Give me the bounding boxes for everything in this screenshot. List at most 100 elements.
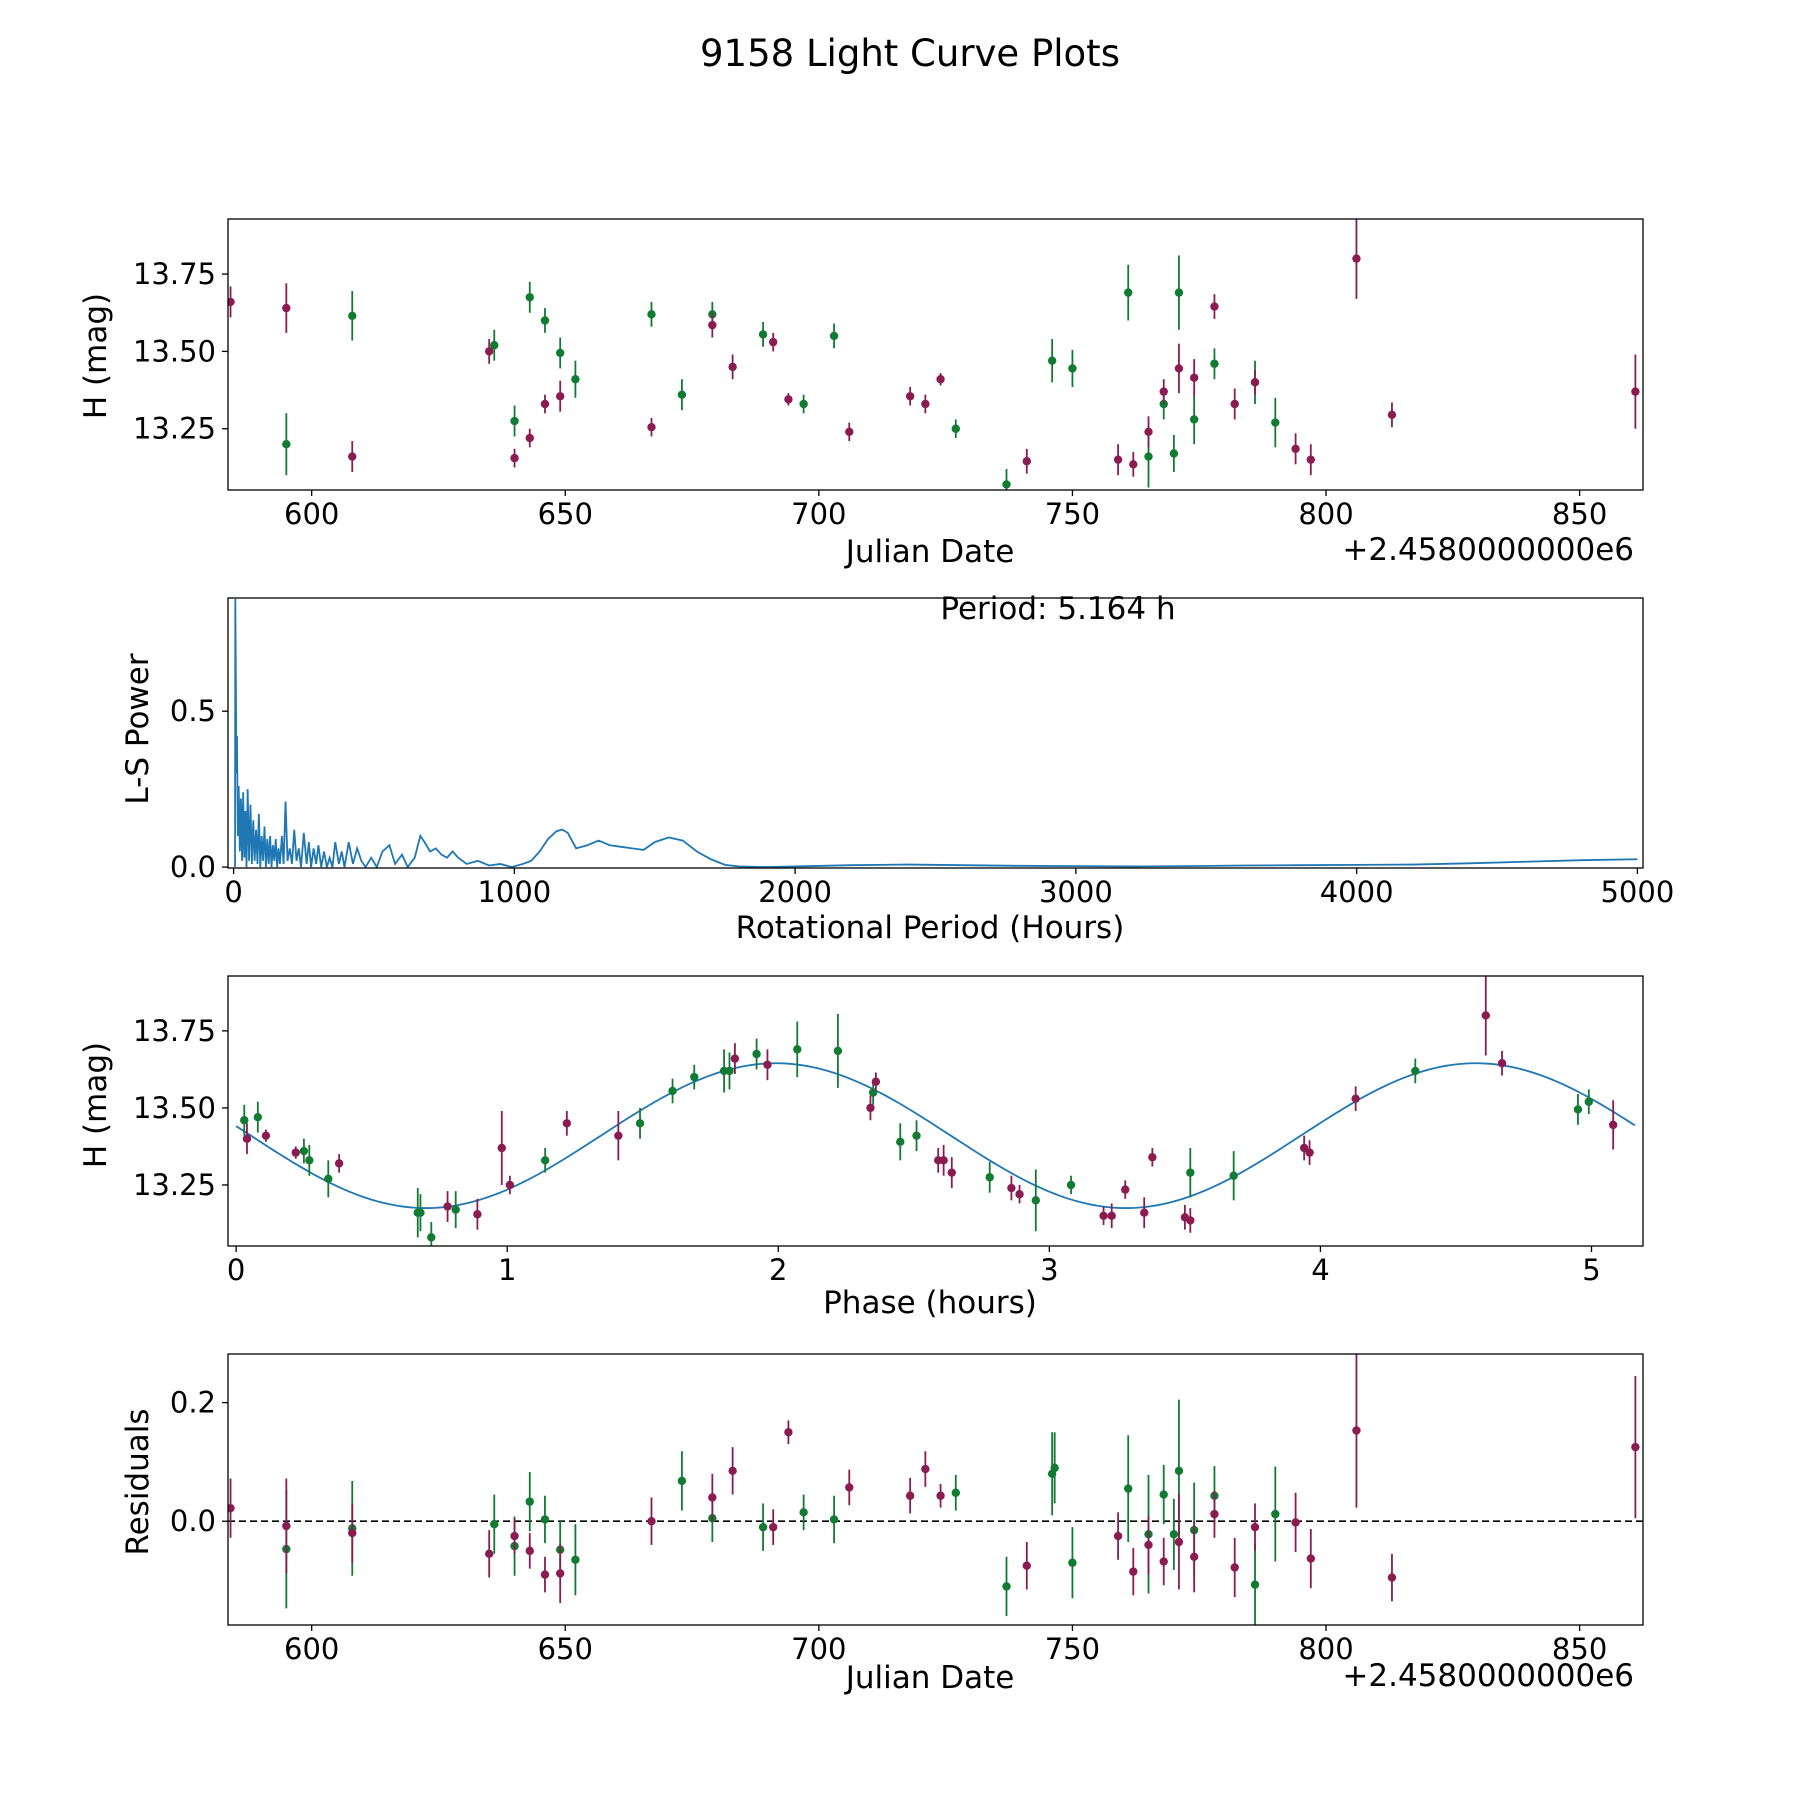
phased-point-green xyxy=(1229,1171,1238,1180)
lightcurve-point-purple xyxy=(510,453,519,463)
lightcurve-point-purple xyxy=(484,347,494,356)
lightcurve-point-purple xyxy=(540,399,550,409)
residuals-point-purple xyxy=(1230,1563,1239,1572)
lightcurve-axes-frame xyxy=(227,218,1644,491)
residuals-point-purple xyxy=(647,1517,656,1526)
lightcurve-offset-text: +2.4580000000e6 xyxy=(1342,532,1634,568)
lightcurve-point-green xyxy=(490,341,499,350)
periodogram-ytick-label: 0.0 xyxy=(170,850,216,884)
lightcurve-point-purple xyxy=(1022,457,1031,466)
phased-point-purple xyxy=(1140,1208,1149,1217)
phased-point-purple xyxy=(730,1054,740,1063)
phased-point-purple xyxy=(1186,1216,1195,1225)
periodogram-panel: Rotational Period (Hours) L-S Power Peri… xyxy=(120,591,1674,946)
phased-point-purple xyxy=(443,1202,452,1211)
residuals-xtick-label: 750 xyxy=(1045,1632,1100,1666)
lightcurve-point-green xyxy=(647,310,656,319)
residuals-plot-area xyxy=(228,1354,1643,1625)
periodogram-xlabel: Rotational Period (Hours) xyxy=(736,910,1125,946)
phased-point-green xyxy=(1066,1180,1076,1190)
phased-point-green xyxy=(299,1146,309,1156)
residuals-point-green xyxy=(829,1515,839,1524)
lightcurve-point-purple xyxy=(1230,399,1239,409)
lightcurve-ytick-label: 13.50 xyxy=(133,334,216,368)
residuals-ytick-label: 0.0 xyxy=(170,1504,216,1538)
lightcurve-point-green xyxy=(540,316,550,325)
period-annotation: Period: 5.164 h xyxy=(940,591,1175,627)
residuals-point-purple xyxy=(525,1546,534,1556)
lightcurve-xlabel: Julian Date xyxy=(844,534,1015,570)
residuals-offset-text: +2.4580000000e6 xyxy=(1342,1658,1634,1694)
phased-point-green xyxy=(752,1049,761,1059)
lightcurve-point-green xyxy=(1169,449,1179,458)
phased-point-green xyxy=(793,1045,802,1054)
residuals-point-purple xyxy=(1250,1522,1260,1532)
phased-point-purple xyxy=(291,1148,300,1157)
residuals-point-purple xyxy=(1210,1509,1219,1519)
residuals-point-purple xyxy=(510,1531,519,1541)
residuals-point-purple xyxy=(784,1428,793,1437)
phased-point-purple xyxy=(763,1060,772,1069)
residuals-point-purple xyxy=(936,1491,945,1500)
phased-point-green xyxy=(305,1156,314,1165)
residuals-point-purple xyxy=(769,1522,778,1532)
lightcurve-point-green xyxy=(1189,415,1199,424)
phased-point-green xyxy=(1411,1066,1420,1076)
residuals-point-purple xyxy=(728,1466,737,1476)
residuals-point-purple xyxy=(905,1491,915,1500)
phased-point-green xyxy=(240,1116,249,1125)
phased-point-green xyxy=(1573,1105,1583,1114)
lightcurve-point-purple xyxy=(1291,444,1300,454)
phased-plot-area xyxy=(235,976,1636,1246)
residuals-point-green xyxy=(1050,1463,1059,1473)
phased-point-purple xyxy=(939,1156,948,1165)
periodogram-ytick-label: 0.5 xyxy=(170,694,216,728)
phased-point-green xyxy=(253,1112,263,1122)
lightcurve-point-purple xyxy=(905,392,915,401)
periodogram-xtick-label: 2000 xyxy=(758,875,832,909)
phased-point-purple xyxy=(1351,1094,1360,1103)
residuals-point-purple xyxy=(1159,1557,1168,1566)
phased-xlabel: Phase (hours) xyxy=(823,1285,1037,1321)
phased-point-green xyxy=(690,1072,699,1082)
phased-point-green xyxy=(451,1205,460,1214)
periodogram-ylabel: L-S Power xyxy=(120,653,156,804)
residuals-point-purple xyxy=(1022,1561,1031,1570)
lightcurve-point-green xyxy=(758,330,768,339)
phased-ytick-label: 13.75 xyxy=(133,1014,216,1048)
figure-title: 9158 Light Curve Plots xyxy=(700,32,1120,75)
phased-point-green xyxy=(1584,1097,1593,1106)
lightcurve-point-purple xyxy=(228,297,235,307)
phased-ytick-label: 13.25 xyxy=(133,1168,216,1202)
phased-axes-frame xyxy=(227,975,1644,1247)
phased-point-purple xyxy=(1107,1211,1116,1220)
lightcurve-point-purple xyxy=(769,337,778,347)
lightcurve-point-green xyxy=(951,424,960,433)
phased-point-purple xyxy=(1481,1011,1490,1020)
residuals-point-purple xyxy=(348,1528,357,1538)
phased-xtick-label: 4 xyxy=(1311,1253,1329,1287)
residuals-point-green xyxy=(677,1476,687,1486)
phased-point-green xyxy=(635,1119,645,1128)
phased-point-purple xyxy=(1007,1183,1016,1193)
lightcurve-ytick-label: 13.25 xyxy=(133,412,216,446)
phased-point-purple xyxy=(1305,1148,1314,1157)
lightcurve-point-green xyxy=(1124,288,1133,297)
lightcurve-point-green xyxy=(282,440,291,449)
residuals-point-purple xyxy=(1144,1540,1153,1550)
phased-point-green xyxy=(896,1137,905,1147)
lightcurve-point-purple xyxy=(784,395,793,404)
lightcurve-plot-area xyxy=(228,219,1640,490)
lightcurve-point-purple xyxy=(555,392,565,401)
phased-point-green xyxy=(427,1233,436,1242)
residuals-ytick-label: 0.2 xyxy=(170,1386,216,1420)
periodogram-plot-area xyxy=(234,598,1638,868)
phased-point-green xyxy=(416,1208,425,1217)
lightcurve-point-green xyxy=(1174,288,1184,297)
residuals-point-purple xyxy=(1189,1552,1199,1562)
lightcurve-point-green xyxy=(1002,480,1011,489)
periodogram-xtick-label: 5000 xyxy=(1600,875,1674,909)
model-fit-curve xyxy=(235,1062,1636,1209)
residuals-point-purple xyxy=(540,1570,550,1579)
